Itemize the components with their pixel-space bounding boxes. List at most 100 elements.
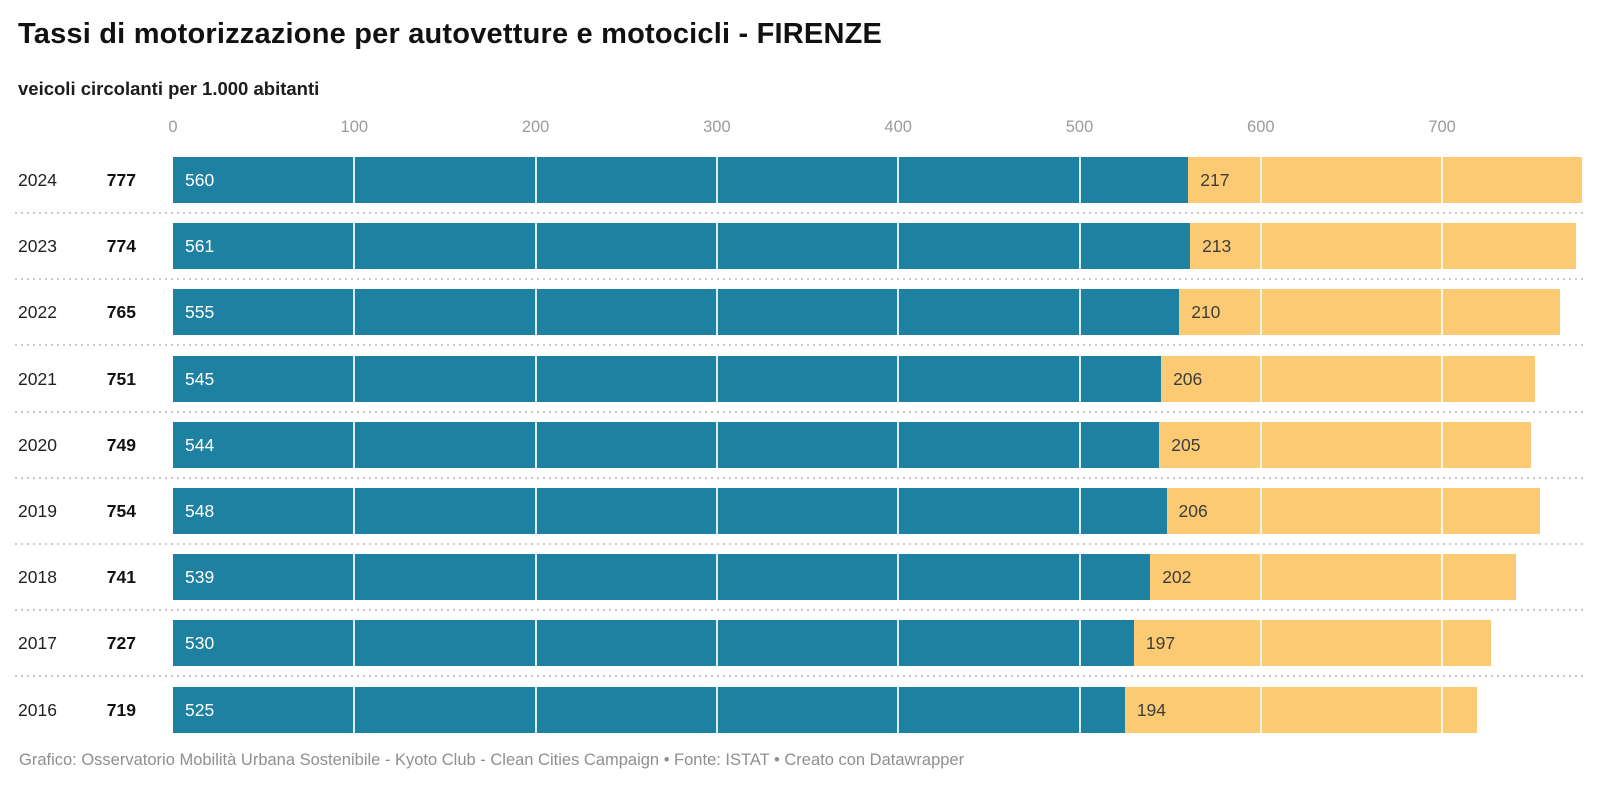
- bar-gridline: [1441, 620, 1444, 667]
- bar-value-label: 202: [1162, 567, 1192, 588]
- row-separator: [15, 212, 1585, 214]
- bar-gridline: [534, 223, 537, 270]
- row-year-label: 2022: [18, 302, 57, 323]
- bar-gridline: [534, 421, 537, 468]
- row-separator: [15, 675, 1585, 678]
- bar-gridline: [353, 289, 356, 336]
- bar-gridline: [897, 355, 900, 402]
- bar-value-label: 206: [1178, 501, 1208, 521]
- bar-value-label: 548: [185, 501, 215, 521]
- bar-gridline: [715, 157, 718, 203]
- stacked-bar-chart: 0 100 200 300 400 500 600 700 2024 777 560 217 2023 7…: [15, 118, 1585, 733]
- row-year-label: 2020: [18, 434, 57, 455]
- bar-gridline: [1259, 421, 1262, 468]
- bar-gridline: [897, 157, 900, 203]
- bar-gridline: [1441, 686, 1444, 733]
- bar-segment-motocicli: 217: [1188, 157, 1582, 203]
- bar-gridline: [1441, 157, 1444, 203]
- bar-gridline: [353, 355, 356, 402]
- x-axis-tick-label: 400: [884, 118, 912, 136]
- bar-gridline: [897, 488, 900, 534]
- bar-segment-autovetture: 560: [173, 157, 1189, 203]
- bar-gridline: [897, 620, 900, 667]
- row-year-label: 2019: [18, 501, 57, 521]
- bar-gridline: [353, 421, 356, 468]
- bar-value-label: 525: [185, 699, 215, 720]
- bar-gridline: [1259, 223, 1262, 270]
- bar-gridline: [1441, 223, 1444, 270]
- bar-segment-autovetture: 548: [173, 488, 1167, 534]
- bar-segment-motocicli: 213: [1190, 223, 1577, 270]
- bar-segment-autovetture: 545: [173, 355, 1162, 402]
- bar-gridline: [897, 289, 900, 336]
- bar-gridline: [715, 686, 718, 733]
- x-axis-tick-label: 0: [168, 118, 178, 136]
- bar-gridline: [1078, 355, 1081, 402]
- bar-gridline: [1259, 488, 1262, 534]
- bar-segment-motocicli: 197: [1133, 620, 1492, 667]
- row-total-label: 727: [106, 633, 136, 654]
- row-separator: [15, 476, 1585, 479]
- bar-gridline: [534, 554, 537, 601]
- bar-value-label: 206: [1173, 368, 1203, 389]
- bar-value-label: 194: [1136, 699, 1167, 720]
- bar-gridline: [353, 488, 356, 534]
- bar-gridline: [534, 157, 537, 203]
- bar-gridline: [534, 488, 537, 534]
- bar-gridline: [534, 686, 537, 733]
- bar-gridline: [897, 421, 900, 468]
- x-axis-tick-label: 700: [1428, 118, 1456, 136]
- bar-gridline: [1259, 620, 1262, 667]
- bar-gridline: [715, 223, 718, 270]
- row-year-label: 2021: [18, 368, 57, 389]
- row-year-label: 2023: [18, 236, 57, 257]
- row-year-label: 2017: [18, 633, 57, 654]
- bar-value-label: 561: [185, 236, 215, 257]
- bar-gridline: [1259, 355, 1262, 402]
- bar-segment-autovetture: 561: [173, 223, 1191, 270]
- bar-segment-autovetture: 544: [173, 421, 1160, 468]
- bar-gridline: [353, 686, 356, 733]
- bar-value-label: 530: [185, 633, 215, 654]
- bar-gridline: [1078, 421, 1081, 468]
- row-total-label: 774: [106, 236, 136, 257]
- row-separator: [15, 543, 1585, 545]
- bar-gridline: [1441, 355, 1444, 402]
- bar-value-label: 539: [185, 567, 215, 588]
- bar-gridline: [534, 355, 537, 402]
- bar-gridline: [353, 554, 356, 601]
- bar-gridline: [534, 620, 537, 667]
- x-axis-tick-label: 300: [703, 118, 731, 136]
- bar-gridline: [1078, 157, 1081, 203]
- x-axis-tick-label: 200: [521, 118, 550, 136]
- bar-gridline: [353, 620, 356, 667]
- bar-gridline: [1078, 223, 1081, 270]
- bar-gridline: [897, 554, 900, 601]
- bar-segment-autovetture: 530: [173, 620, 1134, 667]
- bar-segment-motocicli: 194: [1124, 686, 1477, 733]
- row-total-label: 751: [106, 368, 136, 389]
- bar-segment-autovetture: 525: [173, 686, 1125, 733]
- bar-segment-motocicli: 210: [1179, 289, 1560, 336]
- x-axis-tick-label: 100: [340, 118, 369, 136]
- bar-gridline: [1259, 289, 1262, 336]
- bar-gridline: [897, 686, 900, 733]
- bar-value-label: 545: [185, 368, 215, 389]
- row-total-label: 741: [106, 567, 136, 588]
- bar-gridline: [534, 289, 537, 336]
- bar-gridline: [715, 488, 718, 534]
- bar-gridline: [715, 421, 718, 468]
- bar-gridline: [1078, 620, 1081, 667]
- bar-gridline: [353, 223, 356, 270]
- bar-gridline: [1078, 289, 1081, 336]
- bar-segment-autovetture: 555: [173, 289, 1180, 336]
- row-total-label: 719: [106, 699, 136, 720]
- bar-gridline: [897, 223, 900, 270]
- row-total-label: 765: [106, 302, 136, 323]
- bar-segment-motocicli: 205: [1159, 421, 1531, 468]
- bar-value-label: 555: [185, 302, 215, 323]
- chart-footer-attribution: Grafico: Osservatorio Mobilità Urbana So…: [19, 751, 965, 769]
- bar-value-label: 210: [1191, 302, 1221, 323]
- row-separator: [15, 410, 1585, 413]
